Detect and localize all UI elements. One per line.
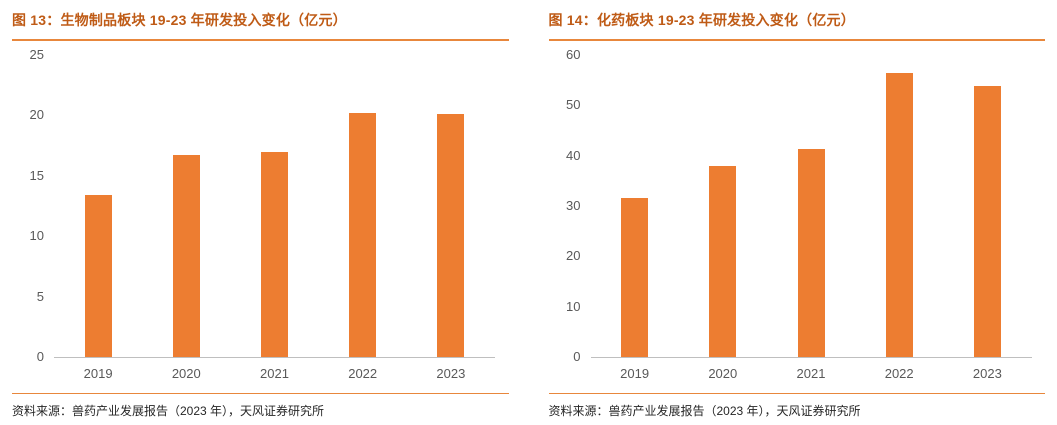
y-tick-10: 10 [566,298,581,314]
x-tick-2021: 2021 [796,366,826,381]
bar-2022 [885,72,913,357]
y-tick-0: 0 [573,349,581,364]
bar-2023 [437,114,465,357]
x-tick-2019: 2019 [83,366,113,381]
x-tick-2022: 2022 [348,366,378,381]
x-axis-line [590,357,1032,358]
x-tick-2020: 2020 [708,366,738,381]
figure-14-bar-chart: 0 10 20 30 40 50 60 2019 2020 2021 2022 2023 [549,41,1046,393]
figure-14-title: 图 14：化药板块 19-23 年研发投入变化（亿元） [548,12,855,28]
bar-2019 [621,198,649,357]
figure-13-panel: 图 13：生物制品板块 19-23 年研发投入变化（亿元） 0 5 10 15 20 25… [12,8,509,419]
y-tick-15: 15 [29,167,44,183]
x-tick-2019: 2019 [620,366,650,381]
y-tick-10: 10 [29,228,44,244]
bar-2021 [261,151,288,357]
bar-2022 [349,112,377,357]
figure-14-source: 资料来源：兽药产业发展报告（2023 年），天风证券研究所 [548,404,861,418]
bar-2019 [84,195,112,357]
bar-2020 [172,155,200,357]
x-tick-2023: 2023 [972,366,1002,381]
figure-13-title-underline [12,39,509,41]
y-tick-20: 20 [29,107,44,123]
x-tick-2023: 2023 [436,366,466,381]
y-tick-20: 20 [566,248,581,264]
y-tick-60: 60 [566,47,581,62]
x-tick-2020: 2020 [171,366,201,381]
figure-14-title-underline [548,39,1045,41]
y-tick-40: 40 [566,147,581,163]
x-tick-2021: 2021 [260,366,289,381]
figure-13-source: 资料来源：兽药产业发展报告（2023 年），天风证券研究所 [12,404,325,418]
x-axis-line [54,357,495,358]
y-tick-25: 25 [29,47,44,62]
figure-13-bar-chart: 0 5 10 15 20 25 2019 2020 2021 2022 2023 [12,41,509,393]
y-tick-50: 50 [566,97,581,113]
x-tick-2022: 2022 [884,366,914,381]
figure-13-source-topline [12,393,509,394]
figure-14-source-topline [548,393,1045,394]
y-tick-5: 5 [36,288,44,304]
figure-14-panel: 图 14：化药板块 19-23 年研发投入变化（亿元） 0 10 20 30 40 50 6… [548,8,1046,419]
figure-13-title: 图 13：生物制品板块 19-23 年研发投入变化（亿元） [12,12,347,28]
y-tick-30: 30 [566,198,581,213]
bar-2020 [709,165,737,357]
y-tick-0: 0 [36,349,44,364]
bar-2023 [973,86,1001,357]
bar-2021 [797,149,825,357]
